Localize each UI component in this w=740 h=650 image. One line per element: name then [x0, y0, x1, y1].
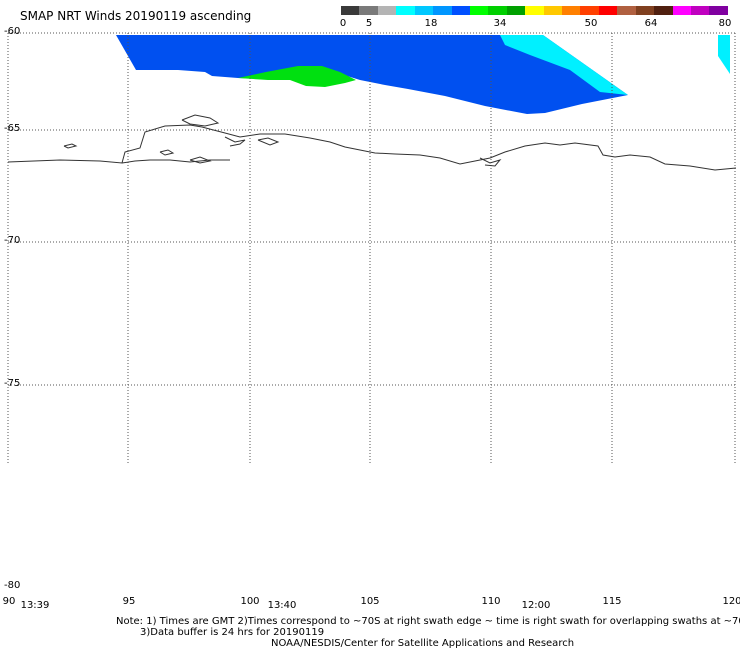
colorbar-tick: 64 [644, 18, 658, 29]
colorbar-segment [469, 6, 489, 15]
colorbar-segment [396, 6, 415, 15]
colorbar-segment [543, 6, 563, 15]
swath-moderate-wind [238, 66, 356, 87]
lat-label: -80 [4, 580, 21, 591]
lat-label: -60 [4, 26, 21, 37]
colorbar-segment [635, 6, 655, 15]
lat-label: -70 [4, 235, 21, 246]
lat-label: -65 [4, 123, 21, 134]
antarctic-coastline [7, 114, 737, 171]
colorbar-segment [598, 6, 618, 15]
colorbar-segment [709, 6, 728, 15]
swath-main [116, 35, 628, 114]
colorbar-segment [341, 6, 360, 15]
lon-label: 120 [722, 596, 740, 607]
colorbar-segment [617, 6, 636, 15]
colorbar-tick: 80 [718, 18, 732, 29]
colorbar-segment [580, 6, 599, 15]
colorbar-segment [433, 6, 452, 15]
colorbar-segment [414, 6, 434, 15]
swath-time-label: 12:00 [521, 600, 551, 611]
colorbar-ticks: 0 5 18 34 50 64 80 [0, 18, 740, 32]
lon-label: 100 [240, 596, 260, 607]
map-title: SMAP NRT Winds 20190119 ascending [20, 9, 252, 23]
lon-label: 95 [122, 596, 136, 607]
colorbar-segment [377, 6, 397, 15]
colorbar-segment [359, 6, 378, 15]
colorbar-tick: 5 [365, 18, 373, 29]
colorbar-segment [672, 6, 692, 15]
lon-label: 115 [602, 596, 622, 607]
swath-right-edge [718, 35, 730, 74]
colorbar-segment [654, 6, 673, 15]
colorbar-segment [488, 6, 507, 15]
colorbar-segment [451, 6, 470, 15]
lon-label: 90 [2, 596, 16, 607]
wind-speed-colorbar [341, 6, 728, 15]
colorbar-tick: 0 [339, 18, 347, 29]
footer-note-1: Note: 1) Times are GMT 2)Times correspon… [116, 616, 740, 627]
lon-label: 110 [481, 596, 501, 607]
swath-high-wind-fringe [500, 35, 628, 95]
swath-time-label: 13:39 [20, 600, 50, 611]
colorbar-tick: 50 [584, 18, 598, 29]
colorbar-segment [525, 6, 544, 15]
footer-credit: NOAA/NESDIS/Center for Satellite Applica… [271, 638, 575, 649]
footer-note-2: 3)Data buffer is 24 hrs for 20190119 [140, 627, 325, 638]
lon-label: 105 [360, 596, 380, 607]
colorbar-tick: 34 [493, 18, 507, 29]
colorbar-tick: 18 [424, 18, 438, 29]
graticule [7, 32, 736, 465]
wind-swath [116, 35, 730, 114]
colorbar-segment [691, 6, 710, 15]
lat-label: -75 [4, 378, 21, 389]
swath-time-label: 13:40 [267, 600, 297, 611]
colorbar-segment [562, 6, 581, 15]
colorbar-segment [506, 6, 526, 15]
